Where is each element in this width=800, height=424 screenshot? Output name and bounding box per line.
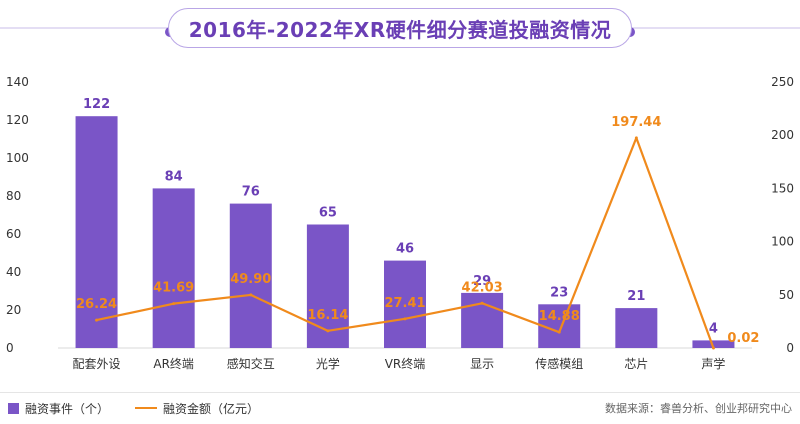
bar — [152, 188, 195, 348]
bar — [306, 224, 349, 348]
bar-value-label: 65 — [319, 206, 337, 221]
title-frame: 2016年-2022年XR硬件细分赛道投融资情况 — [0, 0, 800, 64]
line-point — [634, 136, 638, 140]
y-left-tick-label: 140 — [6, 75, 29, 89]
y-left-tick-label: 20 — [6, 303, 21, 317]
bar — [75, 116, 118, 348]
x-tick-label: 感知交互 — [227, 356, 275, 371]
chart-plot: 0 20 40 60 80 100 120 140 0 50 100 150 200 250 122 配套外设… — [6, 75, 794, 371]
bar-value-label: 29 — [473, 274, 491, 289]
x-tick-label: 芯片 — [624, 357, 648, 371]
y-left-tick-label: 0 — [6, 341, 14, 355]
line-value-label: 26.24 — [76, 297, 117, 312]
x-tick-label: 显示 — [470, 357, 494, 371]
y-left-tick-label: 120 — [6, 113, 29, 127]
line-value-label: 27.41 — [384, 296, 425, 311]
line-point — [711, 346, 715, 350]
line-point — [172, 302, 176, 306]
x-tick-label: 配套外设 — [73, 357, 121, 371]
bar — [692, 340, 735, 348]
legend: 融资事件（个） 融资金额（亿元） — [8, 398, 285, 418]
line-value-label: 0.02 — [727, 331, 759, 346]
bar-value-label: 76 — [242, 185, 260, 200]
bar-value-label: 46 — [396, 242, 414, 257]
line-point — [480, 301, 484, 305]
line-value-label: 41.69 — [153, 281, 194, 296]
bar-value-label: 84 — [165, 169, 183, 184]
x-tick-label: 光学 — [316, 356, 340, 371]
line-point — [326, 329, 330, 333]
line-point — [249, 293, 253, 297]
legend-label-line: 融资金额（亿元） — [163, 401, 260, 416]
line-value-label: 42.03 — [462, 280, 503, 295]
y-right-tick-label: 200 — [771, 128, 794, 142]
bar — [615, 308, 658, 348]
y-left-tick-label: 60 — [6, 227, 21, 241]
x-tick-label: VR终端 — [385, 356, 426, 371]
y-right-tick-label: 150 — [771, 181, 794, 195]
y-right-tick-label: 100 — [771, 235, 794, 249]
x-tick-label: 声学 — [701, 356, 725, 371]
chart-title: 2016年-2022年XR硬件细分赛道投融资情况 — [188, 17, 612, 42]
y-left-tick-label: 100 — [6, 151, 29, 165]
line-point — [403, 317, 407, 321]
bar-value-label: 21 — [627, 289, 645, 304]
data-source: 数据来源：睿兽分析、创业邦研究中心 — [605, 402, 792, 415]
line-point — [557, 330, 561, 334]
bar — [461, 292, 504, 348]
bar — [384, 260, 426, 348]
x-tick-label: AR终端 — [153, 356, 194, 371]
line-value-label: 16.14 — [307, 308, 348, 323]
bar — [229, 203, 272, 348]
legend-swatch-bar — [8, 402, 19, 414]
legend-item-bar: 融资事件（个） — [8, 400, 109, 417]
line-value-label: 49.90 — [230, 272, 271, 287]
legend-label-bar: 融资事件（个） — [25, 401, 110, 416]
y-right-tick-label: 50 — [779, 288, 794, 302]
bar-value-label: 4 — [709, 321, 718, 336]
legend-item-line: 融资金额（亿元） — [135, 400, 259, 417]
y-left-tick-label: 80 — [6, 189, 21, 203]
bar-value-label: 122 — [83, 97, 110, 112]
y-right-tick-label: 250 — [771, 75, 794, 89]
line-value-label: 14.88 — [539, 309, 580, 324]
line-value-label: 197.44 — [611, 115, 661, 130]
line-point — [95, 318, 99, 322]
footer-divider — [0, 392, 800, 393]
bar-value-label: 23 — [550, 285, 568, 300]
y-right-tick-label: 0 — [786, 341, 794, 355]
y-left-tick-label: 40 — [6, 265, 21, 279]
legend-swatch-line — [135, 407, 158, 409]
chart-title-box: 2016年-2022年XR硬件细分赛道投融资情况 — [168, 8, 632, 48]
x-tick-label: 传感模组 — [535, 356, 583, 371]
